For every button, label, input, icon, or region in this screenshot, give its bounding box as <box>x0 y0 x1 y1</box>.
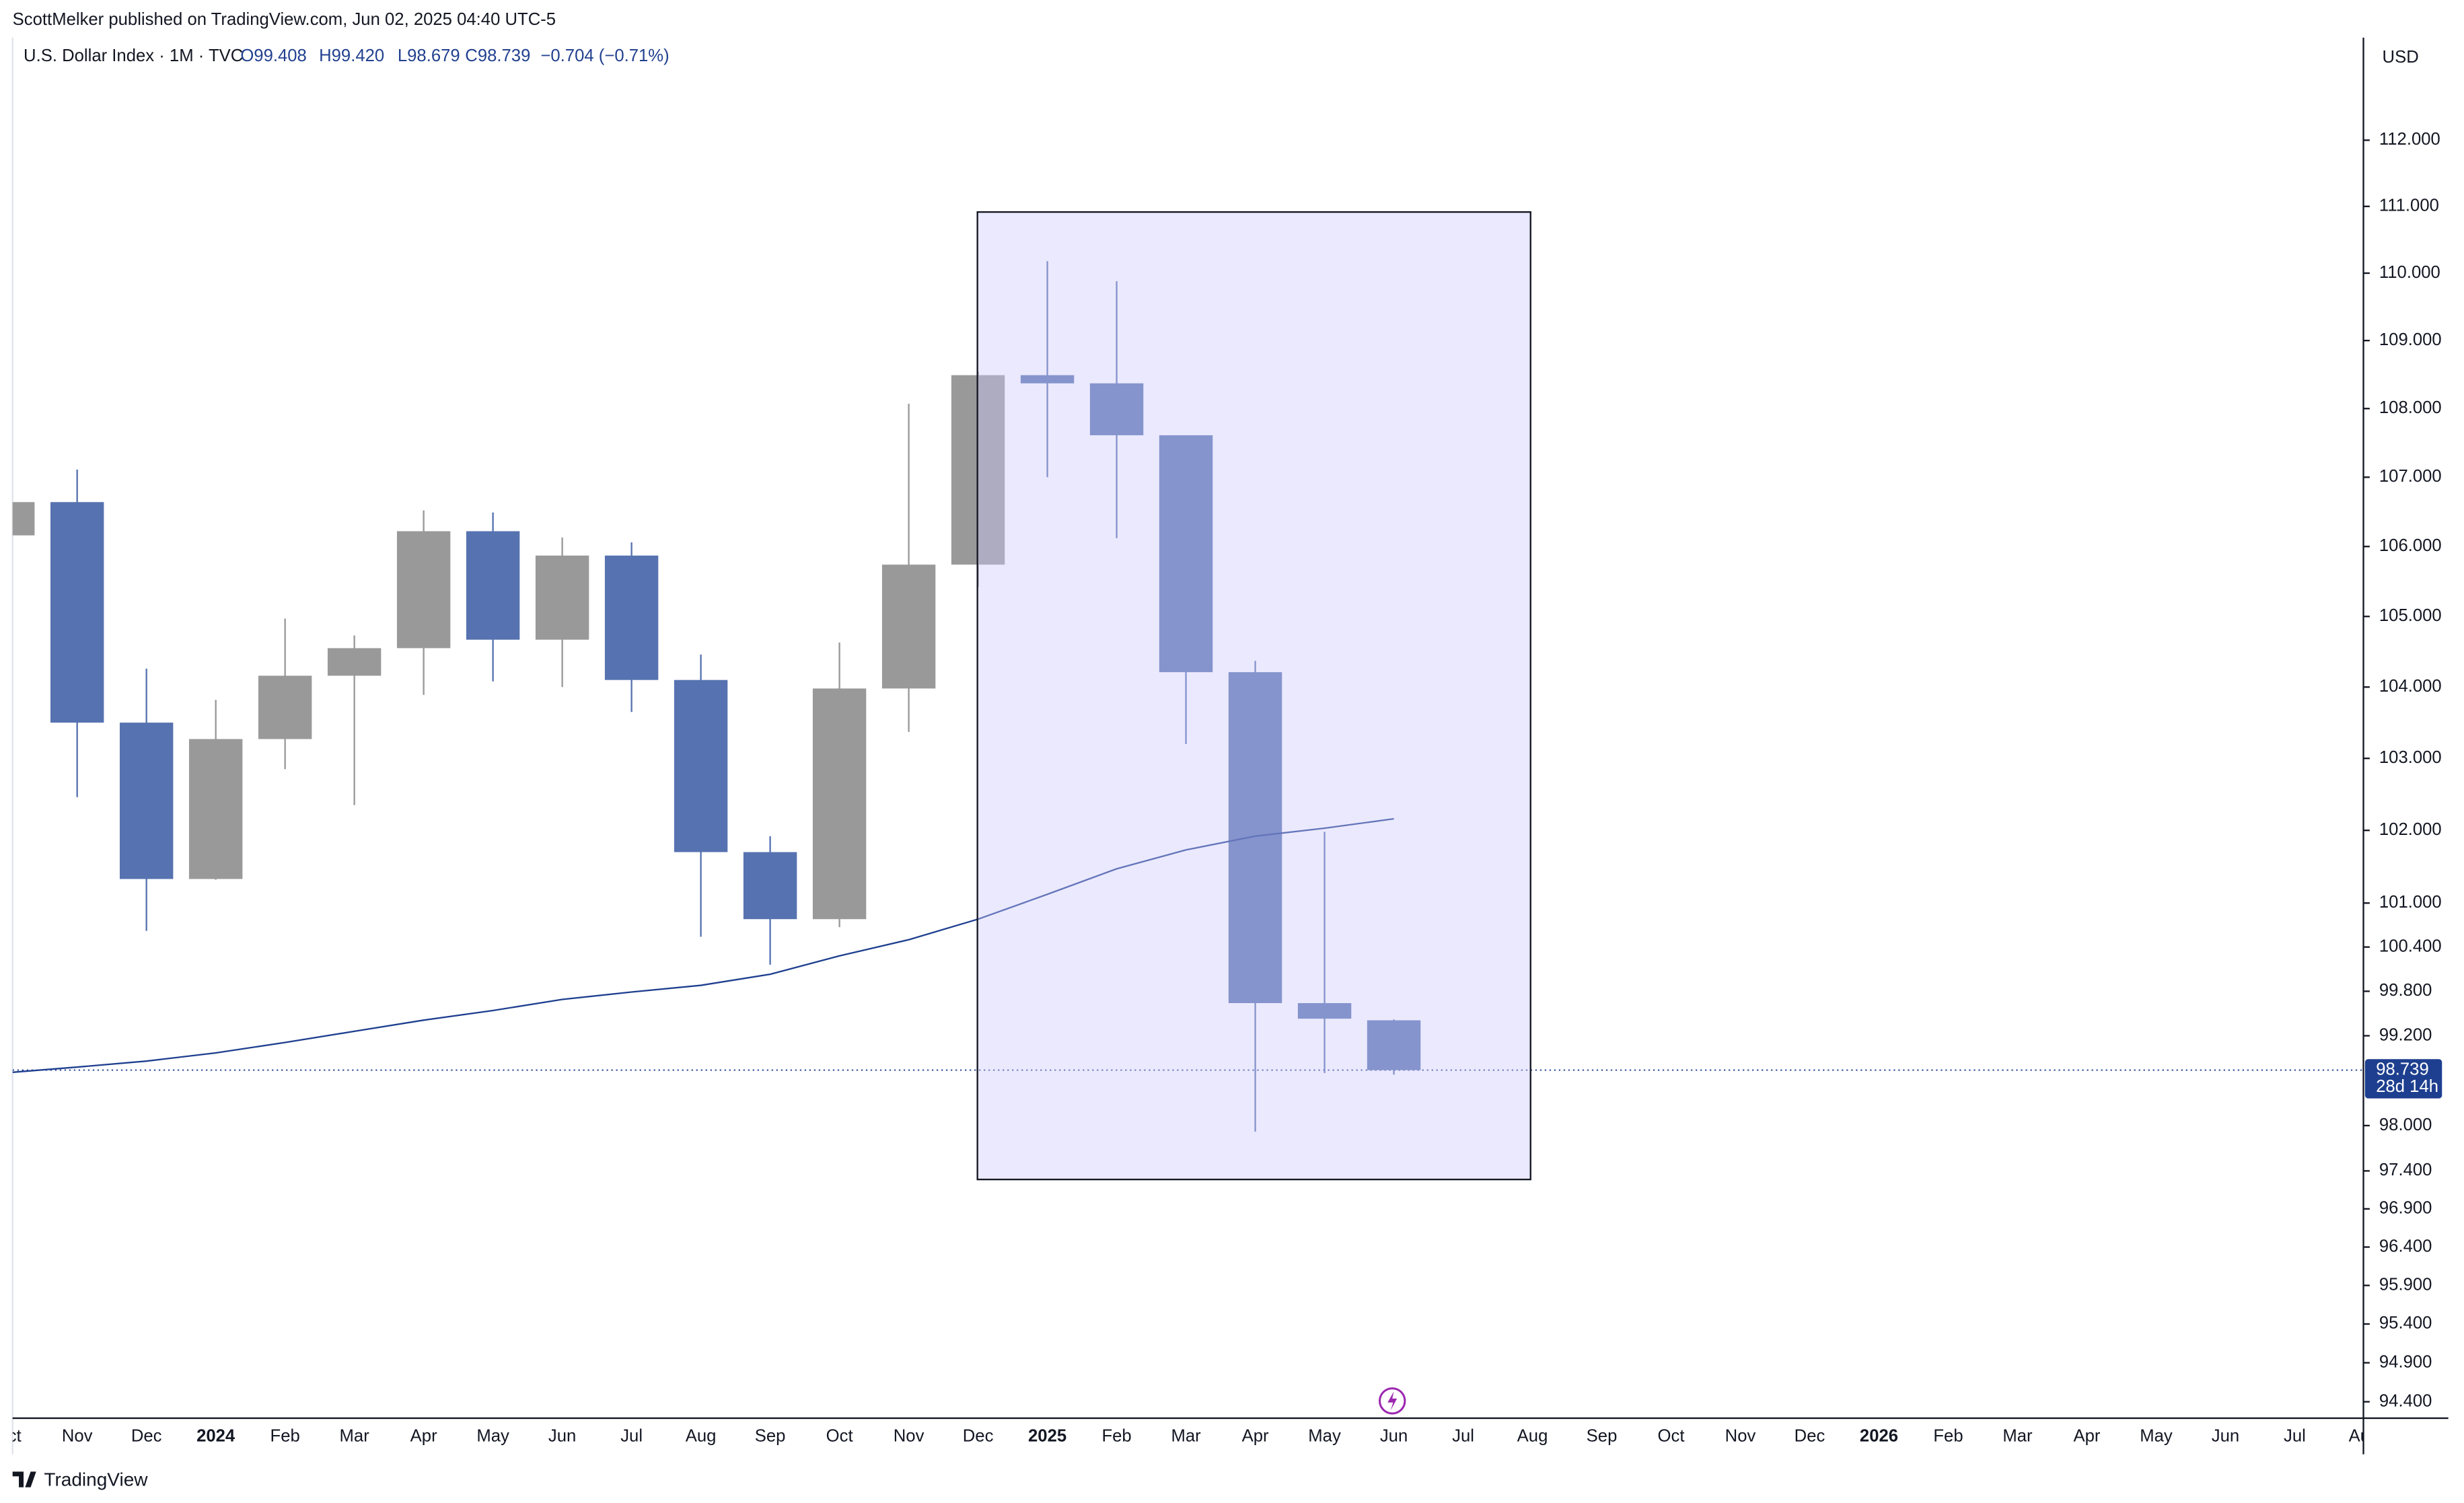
countdown-label: 28d 14h <box>2376 1077 2438 1096</box>
price-label: 98.739 <box>2376 1060 2429 1078</box>
x-tick-label: Oct <box>0 1427 22 1446</box>
y-tick-label: 99.800 <box>2379 981 2432 1000</box>
y-tick-label: 100.400 <box>2379 937 2442 955</box>
x-tick-label: Mar <box>340 1427 370 1446</box>
candle-body <box>396 531 451 649</box>
x-tick-label: May <box>476 1427 509 1446</box>
x-tick-label: Feb <box>270 1427 300 1446</box>
candle-body <box>604 555 659 680</box>
x-tick-label: 2025 <box>1028 1427 1066 1446</box>
price-label-box <box>2364 1059 2442 1099</box>
range-drawing <box>976 211 1531 1181</box>
x-tick-label: Jul <box>620 1427 643 1446</box>
y-tick-label: 110.000 <box>2379 263 2440 282</box>
x-tick-label: May <box>1308 1427 1341 1446</box>
x-tick-label: Jun <box>548 1427 576 1446</box>
y-tick-label: 112.000 <box>2379 130 2440 149</box>
price-axis: 112.000 111.000 110.000 109.000 108.000 107.0… <box>2363 130 2442 1410</box>
x-tick-label: Nov <box>62 1427 93 1446</box>
x-tick-label: Jun <box>2212 1427 2239 1446</box>
candle-body <box>812 688 867 920</box>
y-tick-label: 99.200 <box>2379 1025 2432 1044</box>
y-tick-label: 96.900 <box>2379 1199 2432 1218</box>
candle-body <box>119 723 174 879</box>
x-tick-label: Nov <box>1725 1427 1756 1446</box>
open-value: O99.408 <box>240 46 307 65</box>
candle-body <box>188 739 243 879</box>
x-tick-label: Sep <box>1587 1427 1618 1446</box>
x-tick-label: 2026 <box>1860 1427 1898 1446</box>
time-axis: Oct Nov Dec 2024 Feb Mar Apr May Jun Jul Aug Sep Oct… <box>0 1427 2380 1446</box>
x-tick-label: Aug <box>1517 1427 1548 1446</box>
candle-body <box>1020 375 1075 383</box>
candle-body <box>674 680 728 852</box>
moving-average <box>12 817 1394 1073</box>
y-tick-label: 94.400 <box>2379 1391 2432 1410</box>
y-tick-label: 101.000 <box>2379 893 2442 912</box>
x-tick-label: 2024 <box>196 1427 235 1446</box>
x-tick-label: Mar <box>2002 1427 2033 1446</box>
currency: USD <box>2383 48 2419 67</box>
x-tick-label: Feb <box>1101 1427 1131 1446</box>
y-tick-label: 95.900 <box>2379 1275 2432 1294</box>
x-tick-label: Dec <box>1795 1427 1825 1446</box>
y-tick-label: 104.000 <box>2379 677 2442 696</box>
low-value: L98.679 <box>398 46 460 65</box>
x-tick-label: Apr <box>1242 1427 1269 1446</box>
y-tick-label: 109.000 <box>2379 330 2442 349</box>
x-tick-label: Dec <box>131 1427 162 1446</box>
x-tick-label: Oct <box>1658 1427 1685 1446</box>
symbol: U.S. Dollar Index · 1M · TVC <box>24 46 243 65</box>
y-tick-label: 94.900 <box>2379 1352 2432 1371</box>
y-tick-label: 103.000 <box>2379 748 2442 767</box>
high-value: H99.420 <box>319 46 384 65</box>
candle-body <box>535 555 589 640</box>
x-tick-label: Aug <box>2349 1427 2380 1446</box>
y-tick-label: 102.000 <box>2379 820 2442 839</box>
y-tick-label: 105.000 <box>2379 606 2442 625</box>
y-tick-label: 98.000 <box>2379 1115 2432 1134</box>
x-tick-label: Jul <box>2284 1427 2306 1446</box>
x-tick-label: Oct <box>826 1427 853 1446</box>
candle-body <box>258 675 312 739</box>
candle-body <box>1228 672 1282 1003</box>
y-tick-label: 96.400 <box>2379 1237 2432 1255</box>
close-value: C98.739 <box>465 46 530 65</box>
candle-body <box>50 502 104 723</box>
candle-body <box>466 531 520 640</box>
candle-body <box>327 648 382 676</box>
publisher: ScottMelker published on TradingView.com… <box>13 10 556 29</box>
candle-body <box>1159 435 1213 673</box>
x-tick-label: Apr <box>2074 1427 2101 1446</box>
x-tick-label: Apr <box>410 1427 437 1446</box>
y-tick-label: 106.000 <box>2379 536 2442 555</box>
brand: TradingView <box>44 1469 148 1490</box>
change-value: −0.704 (−0.71%) <box>540 46 669 65</box>
y-tick-label: 108.000 <box>2379 398 2442 417</box>
x-tick-label: Nov <box>894 1427 925 1446</box>
y-tick-label: 107.000 <box>2379 467 2442 486</box>
candle-body <box>743 852 797 920</box>
x-tick-label: Sep <box>755 1427 786 1446</box>
x-tick-label: May <box>2140 1427 2173 1446</box>
candle-body <box>1089 383 1144 435</box>
y-tick-label: 95.400 <box>2379 1314 2432 1333</box>
candle-body <box>1297 1002 1352 1019</box>
candle-body <box>12 502 35 536</box>
x-tick-label: Jul <box>1452 1427 1474 1446</box>
x-tick-label: Jun <box>1380 1427 1408 1446</box>
x-tick-label: Aug <box>686 1427 717 1446</box>
x-tick-label: Feb <box>1933 1427 1963 1446</box>
candle-body <box>1367 1020 1421 1070</box>
y-tick-label: 97.400 <box>2379 1161 2432 1179</box>
candle-body <box>881 564 936 689</box>
plot-area <box>12 211 2364 1181</box>
event-icon-bolt <box>1387 1391 1398 1411</box>
x-tick-label: Dec <box>963 1427 994 1446</box>
y-tick-label: 111.000 <box>2379 196 2439 215</box>
brand-logo <box>12 1471 36 1488</box>
x-tick-label: Mar <box>1171 1427 1201 1446</box>
